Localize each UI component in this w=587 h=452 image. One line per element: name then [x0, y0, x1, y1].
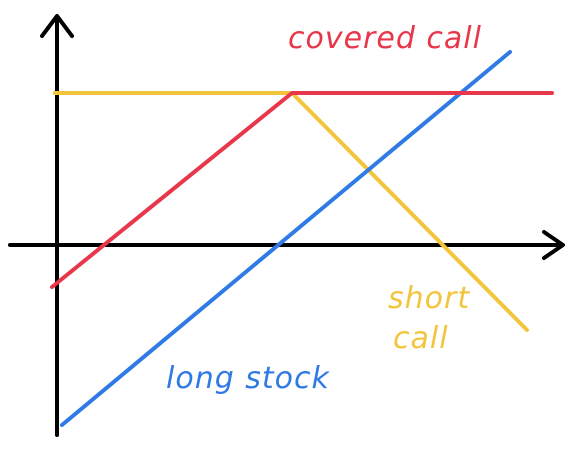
long-stock-label: long stock	[166, 361, 331, 396]
long-stock-line	[60, 50, 512, 427]
short-call-label-line2: call	[393, 321, 449, 356]
short-call-label-line1: short	[388, 281, 470, 316]
covered-call-line	[50, 91, 554, 289]
y-axis-arrowhead	[40, 14, 74, 38]
covered-call-label: covered call	[288, 21, 482, 56]
x-axis-arrowhead	[542, 230, 565, 260]
